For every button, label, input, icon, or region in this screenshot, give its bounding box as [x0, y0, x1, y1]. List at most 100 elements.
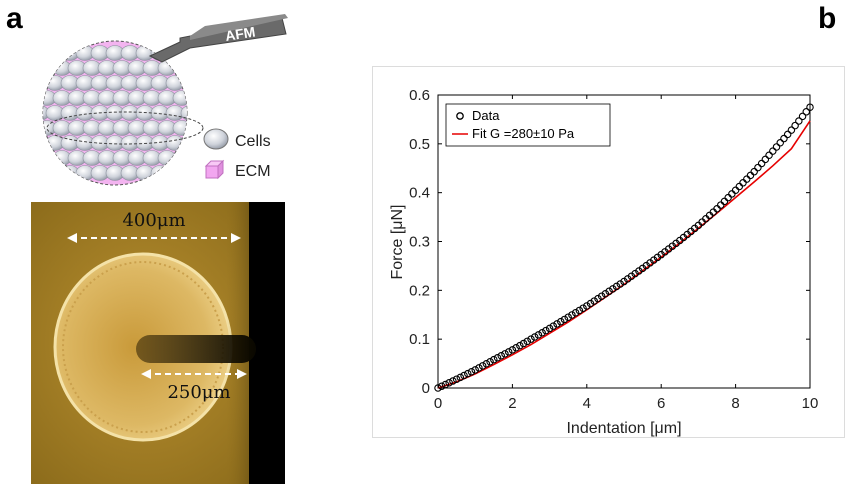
- data-point: [467, 368, 476, 376]
- data-point: [437, 382, 446, 390]
- cell: [150, 165, 170, 181]
- data-point: [549, 322, 558, 330]
- sphere-icon: [203, 128, 229, 150]
- data-point: [787, 126, 796, 134]
- x-tick-label: 10: [802, 395, 819, 412]
- data-point: [553, 320, 561, 328]
- schematic-legend: Cells ECM: [203, 128, 271, 180]
- data-point: [497, 352, 505, 360]
- y-tick-label: 0.3: [409, 234, 430, 251]
- series-layer: [434, 103, 814, 392]
- data-point: [516, 341, 524, 350]
- data-point: [486, 357, 494, 366]
- data-point: [583, 302, 591, 310]
- data-point: [795, 117, 803, 125]
- y-axis-label: Force [μN]: [389, 204, 406, 279]
- data-point: [482, 360, 491, 368]
- data-point: [456, 373, 465, 382]
- cell-cluster: [43, 45, 187, 181]
- data-point: [761, 155, 770, 164]
- data-point: [508, 346, 517, 354]
- data-point: [478, 362, 487, 370]
- legend-ecm: ECM: [204, 159, 271, 180]
- cell: [172, 90, 187, 106]
- data-point: [464, 369, 472, 378]
- data-point: [545, 324, 554, 333]
- data-point: [769, 147, 777, 155]
- data-point: [772, 143, 781, 151]
- data-point: [490, 355, 498, 364]
- data-point: [504, 348, 513, 356]
- x-tick-label: 2: [508, 395, 516, 412]
- data-point: [501, 350, 509, 358]
- data-point: [791, 121, 799, 130]
- cell: [165, 135, 185, 151]
- data-point: [765, 151, 773, 160]
- legend-data-marker: [456, 112, 464, 120]
- data-point: [434, 384, 442, 392]
- x-tick-label: 8: [731, 395, 739, 412]
- cell: [172, 120, 187, 136]
- data-point: [798, 112, 807, 121]
- legend-fit-label: Fit G =280±10 Pa: [472, 126, 575, 141]
- data-point: [594, 294, 602, 303]
- data-point: [564, 313, 572, 321]
- y-tick-label: 0.4: [409, 185, 430, 202]
- data-point: [571, 308, 580, 317]
- panel-letter-a: a: [6, 2, 23, 35]
- afm-label: AFM: [224, 23, 256, 44]
- data-point: [597, 292, 606, 300]
- data-point: [575, 306, 584, 315]
- legend-data-label: Data: [472, 108, 500, 123]
- data-point: [560, 315, 569, 324]
- data-point: [542, 326, 550, 335]
- x-axis-label: Indentation [μm]: [566, 420, 681, 437]
- data-point: [527, 335, 535, 343]
- data-point: [534, 331, 543, 339]
- x-tick-label: 4: [583, 395, 591, 412]
- cell: [180, 105, 187, 121]
- y-tick-label: 0.2: [409, 282, 430, 299]
- data-point: [523, 337, 532, 346]
- y-tick-label: 0.6: [409, 87, 430, 104]
- data-point: [568, 311, 576, 319]
- dimension-400: 400μm: [67, 210, 241, 243]
- chart-legend: Data Fit G =280±10 Pa: [445, 103, 611, 147]
- spheroid-micrograph: 400μm 250μm: [31, 202, 285, 484]
- legend-cells-label: Cells: [235, 133, 271, 150]
- data-point: [493, 353, 502, 362]
- y-tick-label: 0.1: [409, 331, 430, 348]
- data-point: [530, 333, 539, 341]
- data-point: [601, 290, 610, 298]
- plot-area: [437, 94, 811, 389]
- data-point: [616, 280, 625, 288]
- legend-box: [445, 103, 611, 147]
- data-point: [471, 366, 479, 374]
- data-point: [441, 380, 450, 389]
- data-point: [776, 139, 784, 147]
- cut-plane: [46, 111, 204, 145]
- data-point: [475, 364, 483, 372]
- data-point: [590, 297, 598, 305]
- x-tick-label: 6: [657, 395, 665, 412]
- data-point: [452, 375, 461, 383]
- data-point: [806, 103, 814, 111]
- data-point: [802, 108, 811, 116]
- data-point: [557, 317, 565, 326]
- y-tick-label: 0.5: [409, 136, 430, 153]
- cell: [165, 75, 185, 91]
- data-point: [460, 371, 468, 380]
- data-point: [757, 159, 766, 168]
- data-point: [449, 377, 457, 385]
- legend-cells: Cells: [203, 128, 271, 150]
- data-point: [586, 299, 595, 308]
- data-point: [609, 285, 617, 293]
- data-point: [750, 167, 758, 176]
- cube-icon: [204, 159, 225, 180]
- data-point: [783, 130, 792, 139]
- data-point: [605, 287, 613, 296]
- data-point: [538, 328, 546, 337]
- data-point: [612, 282, 621, 291]
- data-point: [780, 134, 788, 143]
- data-point: [754, 163, 762, 172]
